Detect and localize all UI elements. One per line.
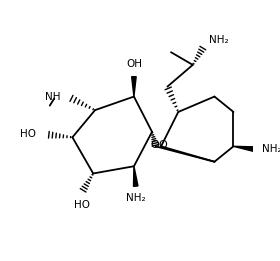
Text: OH: OH	[126, 60, 142, 69]
Text: NH₂: NH₂	[126, 193, 146, 203]
Text: NH₂: NH₂	[209, 34, 229, 45]
Text: NH₂: NH₂	[262, 144, 280, 154]
Polygon shape	[134, 166, 138, 186]
Text: O: O	[158, 140, 167, 150]
Polygon shape	[132, 77, 136, 97]
Text: NH: NH	[45, 92, 61, 102]
Text: HO: HO	[20, 129, 36, 139]
Polygon shape	[234, 146, 254, 151]
Text: HO: HO	[74, 200, 90, 210]
Text: O: O	[150, 140, 159, 150]
